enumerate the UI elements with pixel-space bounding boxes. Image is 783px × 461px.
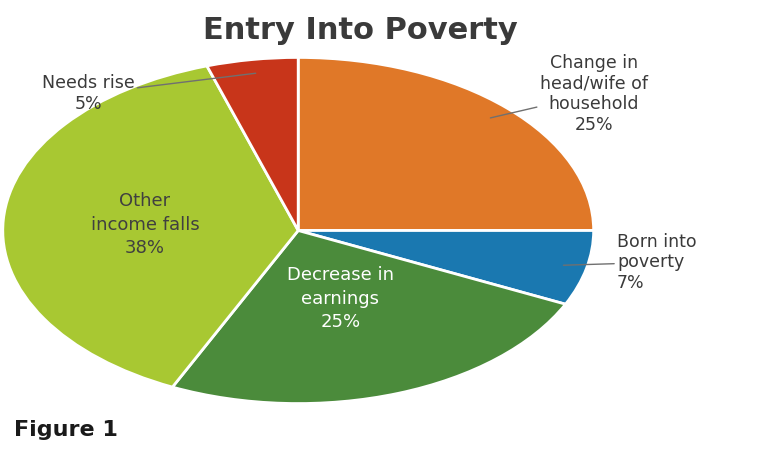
Text: Decrease in
earnings
25%: Decrease in earnings 25%: [287, 266, 394, 331]
Text: Figure 1: Figure 1: [14, 420, 118, 440]
Text: Other
income falls
38%: Other income falls 38%: [91, 192, 199, 257]
Wedge shape: [298, 230, 594, 304]
Text: Entry Into Poverty: Entry Into Poverty: [203, 17, 518, 46]
Wedge shape: [3, 66, 298, 387]
Text: Change in
head/wife of
household
25%: Change in head/wife of household 25%: [490, 53, 648, 134]
Text: Needs rise
5%: Needs rise 5%: [42, 73, 256, 113]
Wedge shape: [172, 230, 565, 403]
Wedge shape: [207, 58, 298, 230]
Text: Born into
poverty
7%: Born into poverty 7%: [564, 233, 697, 292]
Wedge shape: [298, 58, 594, 230]
